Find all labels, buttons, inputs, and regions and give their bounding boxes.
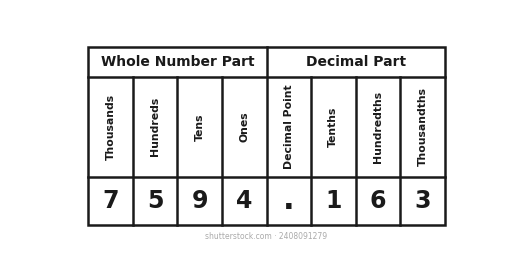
Text: Thousands: Thousands xyxy=(106,94,115,160)
Text: Decimal Part: Decimal Part xyxy=(306,55,406,69)
Text: 1: 1 xyxy=(325,189,342,213)
Text: Tenths: Tenths xyxy=(328,107,339,147)
Text: 7: 7 xyxy=(102,189,119,213)
Bar xyxy=(88,47,445,225)
Text: Ones: Ones xyxy=(239,111,249,142)
Text: 4: 4 xyxy=(236,189,252,213)
Text: 5: 5 xyxy=(147,189,163,213)
Text: .: . xyxy=(283,186,295,215)
Text: shutterstock.com · 2408091279: shutterstock.com · 2408091279 xyxy=(205,232,328,241)
Text: Tens: Tens xyxy=(194,113,205,141)
Text: Hundreds: Hundreds xyxy=(150,97,160,157)
Text: 3: 3 xyxy=(414,189,431,213)
Text: Hundredths: Hundredths xyxy=(373,91,383,163)
Text: Thousandths: Thousandths xyxy=(418,87,427,166)
Text: Decimal Point: Decimal Point xyxy=(284,85,294,169)
Text: Whole Number Part: Whole Number Part xyxy=(100,55,254,69)
Text: 6: 6 xyxy=(370,189,386,213)
Text: 9: 9 xyxy=(191,189,208,213)
